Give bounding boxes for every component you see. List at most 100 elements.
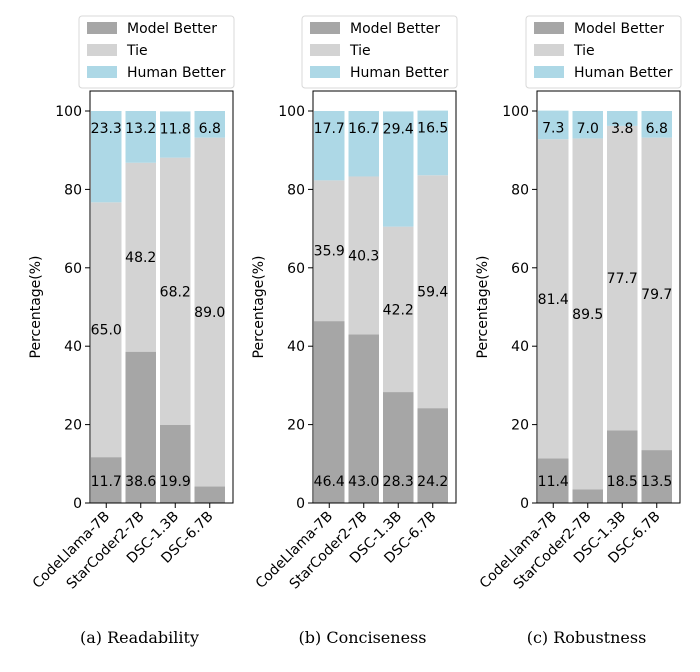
bar-value-label: 79.7 (641, 287, 672, 303)
legend: Model Better Tie Human Better (78, 15, 235, 89)
bar-value-label: 16.7 (348, 121, 379, 137)
legend-swatch-model-better (87, 22, 117, 34)
y-tick-label: 20 (64, 418, 82, 434)
axes-frame (312, 90, 457, 504)
bar-segment-human-better (641, 111, 672, 138)
legend-label: Human Better (350, 65, 449, 81)
bar-value-label: 11.7 (91, 474, 122, 490)
bar-segment-human-better (314, 111, 345, 181)
y-tick-label: 60 (64, 261, 82, 277)
bar-segment-tie (91, 202, 122, 458)
legend-swatch-model-better (310, 22, 340, 34)
y-tick-label: 80 (64, 182, 82, 198)
bar-value-label: 65.0 (91, 323, 122, 339)
bar-segment-human-better (348, 111, 379, 177)
bar-segment-model-better (572, 489, 603, 503)
bar-value-label: 89.5 (572, 307, 603, 323)
bar-value-label: 23.3 (91, 121, 122, 137)
y-tick-label: 0 (296, 496, 305, 512)
bar-segment-tie (383, 226, 414, 393)
bar-segment-model-better (314, 321, 345, 503)
legend-swatch-tie (87, 44, 117, 56)
y-tick-label: 40 (511, 339, 529, 355)
bar-value-label: 40.3 (348, 248, 379, 264)
bar-segment-model-better (383, 392, 414, 503)
bar-value-label: 13.5 (641, 474, 672, 490)
bar-segment-human-better (91, 111, 122, 203)
bar-value-label: 18.5 (607, 474, 638, 490)
bar-value-label: 17.7 (314, 121, 345, 137)
y-tick-label: 80 (287, 182, 305, 198)
y-tick-label: 60 (511, 261, 529, 277)
bar-segment-tie (194, 137, 225, 487)
legend-swatch-tie (534, 44, 564, 56)
bar-value-label: 38.6 (125, 474, 156, 490)
bar-segment-human-better (538, 110, 569, 140)
bar-segment-tie (348, 176, 379, 335)
bar-value-label: 35.9 (314, 244, 345, 260)
bar-segment-model-better (91, 457, 122, 503)
bar-segment-model-better (641, 450, 672, 503)
legend-label: Model Better (574, 21, 664, 37)
bar-value-label: 29.4 (383, 121, 414, 137)
y-axis-label: Percentage(%) (28, 256, 44, 359)
legend-swatch-model-better (534, 22, 564, 34)
bar-segment-model-better (125, 351, 156, 503)
bar-value-label: 24.2 (417, 474, 448, 490)
panel-2: Model Better Tie Human Better 46.4 35.9 17.7 4… (251, 15, 458, 647)
bar-value-label: 89.0 (194, 305, 225, 321)
bar-value-label: 3.8 (611, 121, 633, 137)
y-tick-label: 40 (287, 339, 305, 355)
legend-swatch-human-better (310, 66, 340, 78)
legend-label: Model Better (127, 21, 217, 37)
subfigure-caption: (c) Robustness (527, 628, 647, 647)
bar-value-label: 19.9 (160, 474, 191, 490)
y-tick-label: 100 (278, 104, 305, 120)
bar-segment-tie (572, 138, 603, 490)
legend-label: Model Better (350, 21, 440, 37)
bar-value-label: 77.7 (607, 271, 638, 287)
y-tick-label: 0 (73, 496, 82, 512)
bar-segment-human-better (572, 111, 603, 139)
bar-segment-tie (125, 162, 156, 352)
bar-value-label: 6.8 (646, 121, 668, 137)
bar-segment-human-better (194, 111, 225, 138)
subfigure-caption: (a) Readability (80, 628, 199, 647)
y-axis-label: Percentage(%) (251, 256, 267, 359)
bar-segment-model-better (348, 334, 379, 503)
panel-1: Model Better Tie Human Better 11.7 65.0 23.3 3… (28, 15, 235, 647)
bar-segment-tie (417, 175, 448, 409)
bar-segment-tie (641, 137, 672, 451)
y-axis-label: Percentage(%) (475, 256, 491, 359)
bar-segment-tie (314, 180, 345, 322)
y-tick-label: 20 (287, 418, 305, 434)
bar-value-label: 7.3 (542, 121, 564, 137)
bar-value-label: 68.2 (160, 284, 191, 300)
bar-value-label: 13.2 (125, 121, 156, 137)
y-tick-label: 20 (511, 418, 529, 434)
y-tick-label: 100 (55, 104, 82, 120)
bar-segment-human-better (607, 111, 638, 126)
y-tick-label: 40 (64, 339, 82, 355)
bar-segment-human-better (160, 111, 191, 158)
bar-segment-human-better (125, 111, 156, 163)
bar-value-label: 6.8 (199, 121, 221, 137)
bar-value-label: 42.2 (383, 302, 414, 318)
bar-value-label: 28.3 (383, 474, 414, 490)
subfigure-caption: (b) Conciseness (299, 628, 427, 647)
bar-segment-model-better (194, 486, 225, 503)
legend-swatch-tie (310, 44, 340, 56)
legend: Model Better Tie Human Better (525, 15, 682, 89)
y-tick-label: 100 (502, 104, 529, 120)
bar-segment-human-better (417, 110, 448, 176)
bar-value-label: 46.4 (314, 474, 345, 490)
bar-value-label: 16.5 (417, 121, 448, 137)
legend-box (301, 15, 458, 89)
legend-swatch-human-better (87, 66, 117, 78)
bar-value-label: 81.4 (538, 292, 569, 308)
bar-value-label: 11.4 (538, 474, 569, 490)
bar-segment-model-better (417, 408, 448, 503)
y-tick-label: 60 (287, 261, 305, 277)
bar-segment-model-better (538, 458, 569, 503)
